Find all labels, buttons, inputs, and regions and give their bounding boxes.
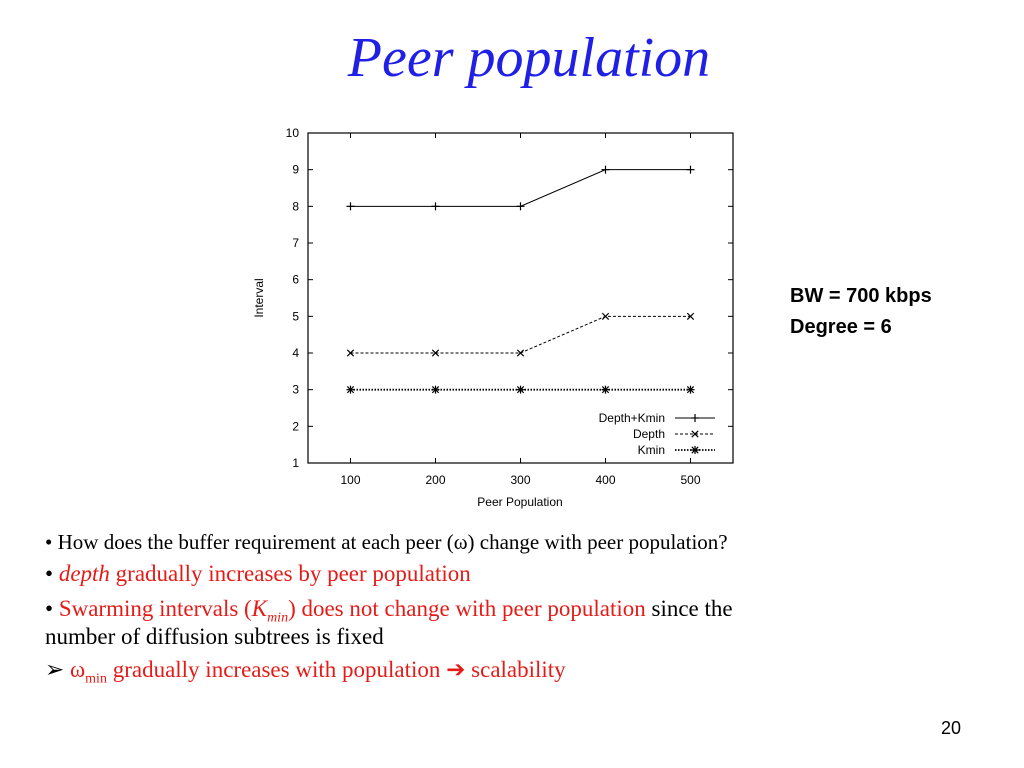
swarming-text-pre: Swarming intervals ( [58, 596, 252, 621]
bullet-question-text: How does the buffer requirement at each … [57, 530, 728, 554]
bullet-depth: • depth gradually increases by peer popu… [45, 561, 471, 587]
x-tick-label: 300 [510, 473, 530, 487]
legend-label-depth-kmin: Depth+Kmin [599, 411, 665, 425]
legend-label-depth: Depth [633, 427, 665, 441]
data-point-depth [686, 312, 695, 320]
data-point-kmin [346, 385, 355, 394]
data-point-kmin [431, 385, 440, 394]
swarming-tail: since the [651, 596, 733, 621]
bullet-omega: ➢ ωmin gradually increases with populati… [45, 657, 566, 688]
plot-frame [307, 132, 734, 464]
bandwidth-label: BW = 700 kbps [790, 285, 932, 307]
x-axis-label: Peer Population [477, 495, 562, 509]
scalability-text: scalability [471, 657, 566, 682]
data-point-depth [431, 349, 440, 357]
slide-title: Peer population [347, 27, 711, 89]
data-point-depth-kmin [601, 165, 610, 174]
series-line-depth-kmin [350, 169, 691, 207]
bullet-marker: • [45, 561, 54, 586]
x-tick-label: 100 [340, 473, 360, 487]
bullet-swarming-continued: number of diffusion subtrees is fixed [45, 624, 384, 649]
k-subscript: min [267, 610, 289, 626]
legend-marker-depth-kmin [691, 414, 699, 422]
depth-term: depth [58, 561, 110, 586]
y-tick-label: 9 [292, 163, 299, 177]
x-tick-label: 500 [680, 473, 700, 487]
bullet-marker: • [45, 530, 53, 554]
legend: Depth+Kmin Depth Kmin [599, 411, 715, 457]
y-tick-label: 5 [292, 309, 299, 323]
bullet-marker: • [45, 596, 54, 621]
legend-marker-depth [691, 430, 699, 438]
y-tick-label: 2 [292, 419, 299, 433]
omega-subscript: min [85, 671, 107, 687]
y-tick-label: 4 [292, 346, 299, 360]
series-layer [346, 165, 695, 394]
y-tick-label: 3 [292, 383, 299, 397]
bullet-swarming: • Swarming intervals (Kmin) does not cha… [45, 596, 733, 627]
degree-label: Degree = 6 [790, 316, 892, 338]
parameter-annotation: BW = 700 kbps Degree = 6 [790, 281, 932, 343]
data-point-kmin [516, 385, 525, 394]
arrow-icon: ➔ [446, 657, 466, 682]
bullet-depth-text: gradually increases by peer population [115, 561, 471, 586]
y-axis-label: Interval [252, 278, 266, 317]
y-axis: 1 2 3 4 5 6 7 8 9 10 [286, 126, 733, 470]
data-point-depth-kmin [431, 202, 440, 211]
x-axis: 100 200 300 400 500 [340, 133, 701, 487]
swarming-text-post: ) does not change with peer population [288, 596, 646, 621]
data-point-depth [516, 349, 525, 357]
x-tick-label: 200 [425, 473, 445, 487]
k-symbol: K [251, 596, 268, 621]
legend-marker-kmin [691, 446, 699, 454]
y-tick-label: 7 [292, 236, 299, 250]
bullet-question: • How does the buffer requirement at eac… [45, 530, 728, 555]
data-point-depth-kmin [516, 202, 525, 211]
data-point-kmin [686, 385, 695, 394]
series-line-depth [350, 315, 691, 354]
y-tick-label: 10 [286, 126, 300, 140]
data-point-depth [346, 349, 355, 357]
y-tick-label: 1 [292, 456, 299, 470]
y-tick-label: 8 [292, 199, 299, 213]
data-point-depth-kmin [346, 202, 355, 211]
data-point-kmin [601, 385, 610, 394]
page-number: 20 [941, 718, 962, 738]
arrow-bullet-marker: ➢ [45, 657, 65, 682]
omega-symbol: ω [70, 657, 86, 682]
y-tick-label: 6 [292, 273, 299, 287]
legend-label-kmin: Kmin [638, 443, 665, 457]
omega-text: gradually increases with population [112, 657, 441, 682]
x-tick-label: 400 [595, 473, 615, 487]
data-point-depth-kmin [686, 165, 695, 174]
data-point-depth [601, 312, 610, 320]
